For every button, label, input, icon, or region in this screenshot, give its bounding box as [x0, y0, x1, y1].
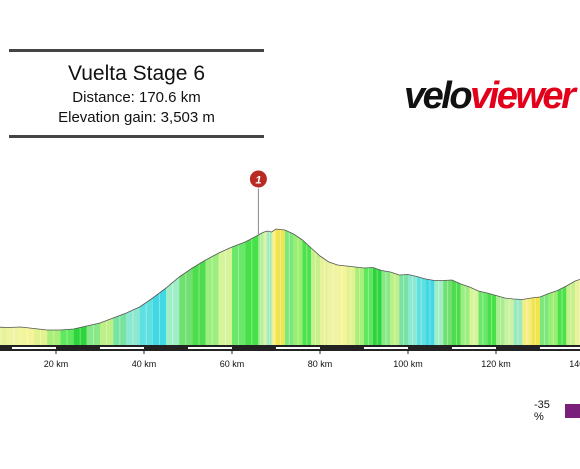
x-tick-label: 40 km	[132, 359, 157, 369]
x-tick-label: 20 km	[44, 359, 69, 369]
gradient-segment	[126, 307, 140, 345]
elevation-gain-text: Elevation gain: 3,503 m	[58, 109, 215, 126]
x-tick-label: 140 km	[569, 359, 580, 369]
gradient-segment	[0, 327, 8, 345]
gradient-segment	[20, 327, 34, 345]
gradient-segment	[390, 272, 400, 345]
marker-climb: 1	[248, 169, 268, 235]
markers: 1S	[248, 169, 268, 235]
gradient-segment	[416, 276, 426, 345]
gradient-segment	[152, 288, 166, 345]
gradient-segment	[232, 242, 246, 345]
gradient-segment	[205, 253, 219, 345]
x-tick-label: 100 km	[393, 359, 423, 369]
gradient-segment	[540, 293, 549, 345]
gradient-segment	[262, 231, 268, 345]
gradient-segment	[531, 297, 540, 345]
logo-part-velo: velo	[404, 75, 473, 117]
gradient-segment	[60, 329, 74, 345]
gradient-segment	[166, 277, 180, 345]
gradient-segment	[337, 265, 347, 345]
gradient-segment	[271, 229, 276, 345]
gradient-segment	[364, 267, 373, 345]
gradient-segment	[504, 298, 514, 345]
gradient-segment	[452, 280, 461, 345]
axis-stripe	[12, 347, 56, 349]
gradient-segment	[513, 299, 523, 345]
legend-swatch	[565, 404, 580, 418]
logo-part-viewer: viewer	[470, 75, 576, 117]
gradient-segment	[245, 235, 259, 345]
gradient-segment	[302, 240, 312, 345]
gradient-segment	[7, 327, 21, 345]
gradient-segment	[192, 260, 206, 345]
gradient-segment	[434, 280, 444, 345]
stage-title: Vuelta Stage 6	[68, 62, 205, 85]
header-bottom-rule	[9, 135, 264, 138]
gradient-segment	[113, 313, 127, 345]
axis-stripe	[452, 347, 496, 349]
gradient-segment	[346, 266, 356, 345]
gradient-segment	[522, 298, 532, 345]
gradient-segment	[469, 287, 479, 345]
gradient-segment	[73, 326, 87, 345]
header-top-rule	[9, 49, 264, 52]
gradient-segment	[566, 281, 576, 345]
gradient-segment	[47, 330, 61, 345]
gradient-segment	[267, 231, 272, 345]
axis-stripe	[364, 347, 408, 349]
axis-stripe	[276, 347, 320, 349]
gradient-segment	[320, 256, 329, 345]
gradient-segment	[355, 267, 364, 345]
gradient-segment	[293, 234, 303, 345]
gradient-segment	[496, 295, 505, 345]
gradient-segment	[575, 279, 580, 345]
x-tick-label: 120 km	[481, 359, 511, 369]
veloviewer-logo: veloviewer	[404, 74, 576, 118]
gradient-segments	[0, 229, 580, 345]
gradient-segment	[276, 229, 285, 345]
axis-stripe	[100, 347, 144, 349]
gradient-segment	[139, 298, 153, 345]
gradient-segment	[425, 279, 435, 345]
axis-stripe	[188, 347, 232, 349]
gradient-segment	[548, 290, 558, 345]
gradient-segment	[34, 328, 48, 345]
gradient-segment	[460, 284, 470, 345]
gradient-legend: -35 %	[534, 399, 580, 423]
gradient-segment	[86, 323, 100, 345]
gradient-segment	[443, 280, 452, 345]
gradient-segment	[399, 274, 408, 345]
gradient-segment	[311, 248, 320, 345]
gradient-segment	[218, 247, 232, 345]
header-info: Vuelta Stage 6 Distance: 170.6 km Elevat…	[9, 60, 264, 128]
gradient-segment	[557, 286, 567, 345]
x-tick-label: 80 km	[308, 359, 333, 369]
gradient-segment	[381, 270, 391, 345]
gradient-segment	[487, 293, 496, 345]
distance-text: Distance: 170.6 km	[72, 89, 201, 106]
gradient-segment	[100, 318, 114, 345]
axis-stripe	[540, 347, 580, 349]
gradient-segment	[179, 268, 193, 345]
gradient-segment	[372, 267, 382, 345]
legend-label: -35 %	[534, 399, 550, 423]
gradient-segment	[284, 230, 294, 345]
gradient-segment	[258, 232, 263, 345]
distance-axis: 20 km 40 km 60 km 80 km 100 km 120 km 140 km	[0, 345, 580, 369]
marker-badge	[248, 169, 268, 189]
x-tick-label: 60 km	[220, 359, 245, 369]
gradient-segment	[408, 274, 417, 345]
gradient-segment	[478, 291, 488, 345]
gradient-segment	[328, 262, 338, 345]
marker-label: 1	[255, 175, 261, 187]
